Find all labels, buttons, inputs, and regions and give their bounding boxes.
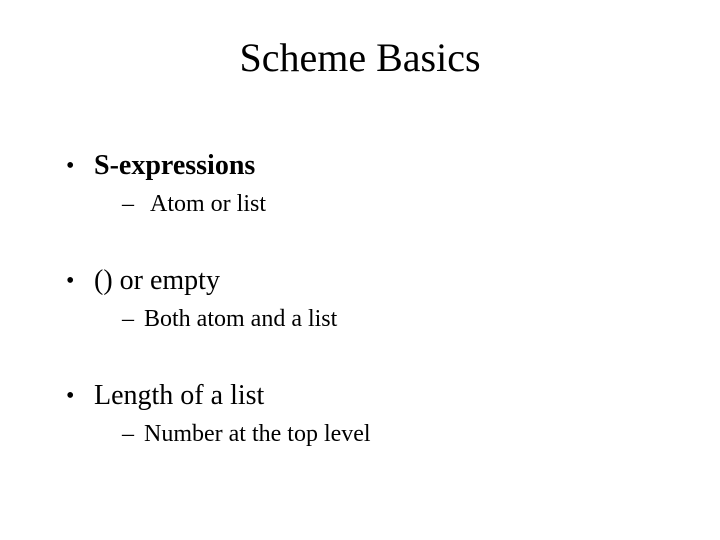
bullet-list: S-expressions Atom or list () or empty B… <box>66 150 660 449</box>
sub-bullet-item: Number at the top level <box>122 420 660 449</box>
sub-bullet-text: Number at the top level <box>144 421 371 447</box>
bullet-item: () or empty Both atom and a list <box>66 265 660 334</box>
bullet-item: S-expressions Atom or list <box>66 150 660 219</box>
sub-bullet-item: Both atom and a list <box>122 305 660 334</box>
sub-bullet-list: Atom or list <box>94 190 660 219</box>
bullet-text: S-expressions <box>94 150 255 181</box>
sub-bullet-item: Atom or list <box>122 190 660 219</box>
bullet-item: Length of a list Number at the top level <box>66 380 660 449</box>
sub-bullet-text: Both atom and a list <box>144 306 337 332</box>
sub-bullet-text: Atom or list <box>150 191 266 217</box>
slide: Scheme Basics S-expressions Atom or list… <box>0 0 720 540</box>
bullet-text: Length of a list <box>94 380 264 411</box>
slide-body: S-expressions Atom or list () or empty B… <box>66 150 660 495</box>
slide-title: Scheme Basics <box>0 34 720 81</box>
sub-bullet-list: Number at the top level <box>94 420 660 449</box>
bullet-text: () or empty <box>94 265 220 296</box>
sub-bullet-list: Both atom and a list <box>94 305 660 334</box>
